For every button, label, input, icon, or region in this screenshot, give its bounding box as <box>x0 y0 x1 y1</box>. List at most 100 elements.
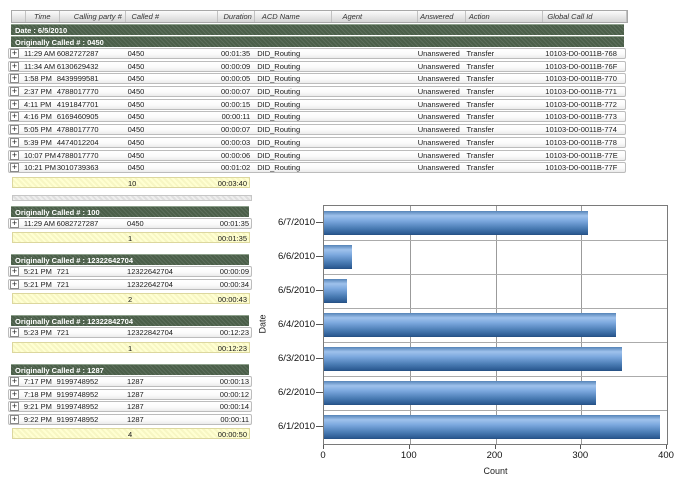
cell-answered: Unanswered <box>417 61 460 71</box>
expand-button[interactable]: + <box>10 99 19 109</box>
cell-action: Transfer <box>466 150 495 160</box>
group-summary: 1 00:12:23 <box>12 341 250 353</box>
expand-button[interactable]: + <box>10 414 19 424</box>
cell-calling-party: 4788017770 <box>56 125 99 135</box>
group-header: Originally Called # : 1287 <box>11 363 249 375</box>
cell-time: 5:23 PM <box>23 328 52 338</box>
table-row[interactable]: +2:37 PM 4788017770 0450 00:00:07 DID_Routin… <box>8 86 626 98</box>
table-row[interactable]: +9:22 PM 9199748952 1287 00:00:11 <box>8 413 252 425</box>
expand-button[interactable]: + <box>10 112 19 122</box>
table-row[interactable]: +4:16 PM 6169460905 0450 00:00:11 DID_Routin… <box>8 111 626 123</box>
expand-button[interactable]: + <box>10 163 19 173</box>
cell-calling-party: 4788017770 <box>56 87 99 97</box>
cell-answered: Unanswered <box>417 87 460 97</box>
table-row[interactable]: +11:29 AM 6082727287 0450 00:01:35 <box>8 218 252 229</box>
expand-button[interactable]: + <box>10 74 19 84</box>
cell-global-call-id: 10103-D0-0011B-770 <box>545 74 617 84</box>
group-sections: Originally Called # : 100 +11:29 AM 608272… <box>8 206 252 450</box>
cell-agent <box>330 74 416 83</box>
table-row[interactable]: +11:29 AM 6082727287 0450 00:01:35 DID_Routi… <box>8 48 626 59</box>
group-summary: 4 00:00:50 <box>12 428 250 440</box>
cell-called: 0450 <box>127 61 145 71</box>
cell-agent <box>330 163 416 172</box>
call-count: 2 <box>128 295 133 305</box>
x-tick-label: 100 <box>400 450 417 461</box>
expand-button[interactable]: + <box>10 150 19 160</box>
expand-cell: + <box>9 402 23 412</box>
column-header-calling-party: Calling party # <box>60 11 126 22</box>
expand-button[interactable]: + <box>10 87 19 97</box>
cell-calling-party: 9199748952 <box>56 414 99 424</box>
cell-time: 10:07 PM <box>23 150 57 160</box>
column-header-expand <box>12 11 26 22</box>
cell-time: 9:22 PM <box>23 414 52 424</box>
group-header-label: Originally Called # : 1287 <box>15 365 104 375</box>
table-row[interactable]: +5:05 PM 4788017770 0450 00:00:07 DID_Routin… <box>8 124 626 136</box>
cell-answered: Unanswered <box>417 137 460 147</box>
x-axis-tick <box>408 445 410 449</box>
column-header-answered: Answered <box>418 11 466 22</box>
group-header-label: Originally Called # : 12322842704 <box>15 317 133 327</box>
cell-called: 1287 <box>127 402 144 412</box>
cell-agent <box>330 100 416 109</box>
y-tick-label: 6/4/2010 <box>278 318 315 330</box>
chart-bar <box>324 211 589 235</box>
call-count: 1 <box>128 234 133 244</box>
table-row[interactable]: +10:21 PM 3010739363 0450 00:01:02 DID_Routi… <box>8 162 626 174</box>
expand-cell: + <box>9 267 23 277</box>
expand-cell: + <box>9 163 23 173</box>
cell-time: 5:21 PM <box>23 280 52 290</box>
y-tick-label: 6/3/2010 <box>278 352 315 364</box>
cell-acd-name: DID_Routing <box>257 74 301 84</box>
x-axis-tick <box>323 445 324 449</box>
cell-time: 5:05 PM <box>23 125 52 135</box>
expand-cell: + <box>9 376 23 386</box>
cell-duration: 00:00:34 <box>219 280 249 290</box>
expand-cell: + <box>9 389 23 399</box>
table-row[interactable]: +4:11 PM 4191847701 0450 00:00:15 DID_Routin… <box>8 98 626 110</box>
cell-called: 12322842704 <box>127 328 173 338</box>
cell-duration: 00:00:12 <box>219 389 249 399</box>
expand-button[interactable]: + <box>10 376 19 386</box>
table-row[interactable]: +5:21 PM 721 12322642704 00:00:09 <box>8 266 252 278</box>
table-row[interactable]: +7:17 PM 9199748952 1287 00:00:13 <box>8 375 252 387</box>
section-separator <box>12 195 252 201</box>
cell-duration: 00:01:35 <box>219 219 249 228</box>
cell-global-call-id: 10103-D0-0011B-774 <box>545 125 617 135</box>
total-duration: 00:12:23 <box>217 343 247 353</box>
table-row[interactable]: +11:34 AM 6130629432 0450 00:00:09 DID_Routi… <box>8 60 626 72</box>
cell-time: 9:21 PM <box>23 402 52 412</box>
expand-button[interactable]: + <box>10 137 19 147</box>
expand-button[interactable]: + <box>10 389 19 399</box>
cell-duration: 00:00:13 <box>219 376 249 386</box>
table-row[interactable]: +9:21 PM 9199748952 1287 00:00:14 <box>8 401 252 413</box>
expand-button[interactable]: + <box>10 328 19 338</box>
date-group-label: Date : 6/5/2010 <box>15 26 68 35</box>
group-section: Originally Called # : 12322842704 +5:23 P… <box>8 315 252 353</box>
expand-button[interactable]: + <box>10 125 19 135</box>
expand-button[interactable]: + <box>10 280 19 290</box>
expand-button[interactable]: + <box>10 402 19 412</box>
cell-calling-party: 9199748952 <box>56 389 99 399</box>
table-row[interactable]: +5:23 PM 721 12322842704 00:12:23 <box>8 327 252 339</box>
group-section: Originally Called # : 1287 +7:17 PM 919974… <box>8 363 252 440</box>
expand-button[interactable]: + <box>10 267 19 277</box>
cell-called: 1287 <box>127 389 144 399</box>
expand-button[interactable]: + <box>10 219 19 228</box>
table-row[interactable]: +7:18 PM 9199748952 1287 00:00:12 <box>8 388 252 400</box>
table-row[interactable]: +10:07 PM 4788017770 0450 00:00:06 DID_Routi… <box>8 149 626 161</box>
expand-button[interactable]: + <box>10 61 19 71</box>
cell-duration: 00:00:14 <box>219 402 249 412</box>
cell-acd-name: DID_Routing <box>257 150 301 160</box>
cell-answered: Unanswered <box>417 112 460 122</box>
cell-time: 10:21 PM <box>23 163 57 173</box>
table-row[interactable]: +1:58 PM 8439999581 0450 00:00:05 DID_Routin… <box>8 73 626 85</box>
table-row[interactable]: +5:39 PM 4474012204 0450 00:00:03 DID_Routin… <box>8 136 626 148</box>
call-detail-table: Time Calling party # Called # Duration ACD N… <box>8 10 628 188</box>
cell-calling-party: 6082727287 <box>56 49 99 58</box>
expand-button[interactable]: + <box>10 49 19 58</box>
date-group-header: Date : 6/5/2010 <box>11 24 624 35</box>
call-count: 10 <box>128 178 137 188</box>
table-row[interactable]: +5:21 PM 721 12322642704 00:00:34 <box>8 279 252 291</box>
cell-called: 0450 <box>127 74 145 84</box>
